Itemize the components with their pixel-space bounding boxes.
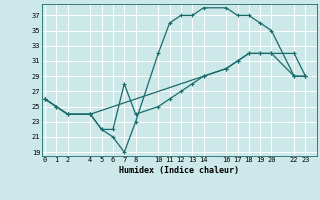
X-axis label: Humidex (Indice chaleur): Humidex (Indice chaleur) [119,166,239,175]
